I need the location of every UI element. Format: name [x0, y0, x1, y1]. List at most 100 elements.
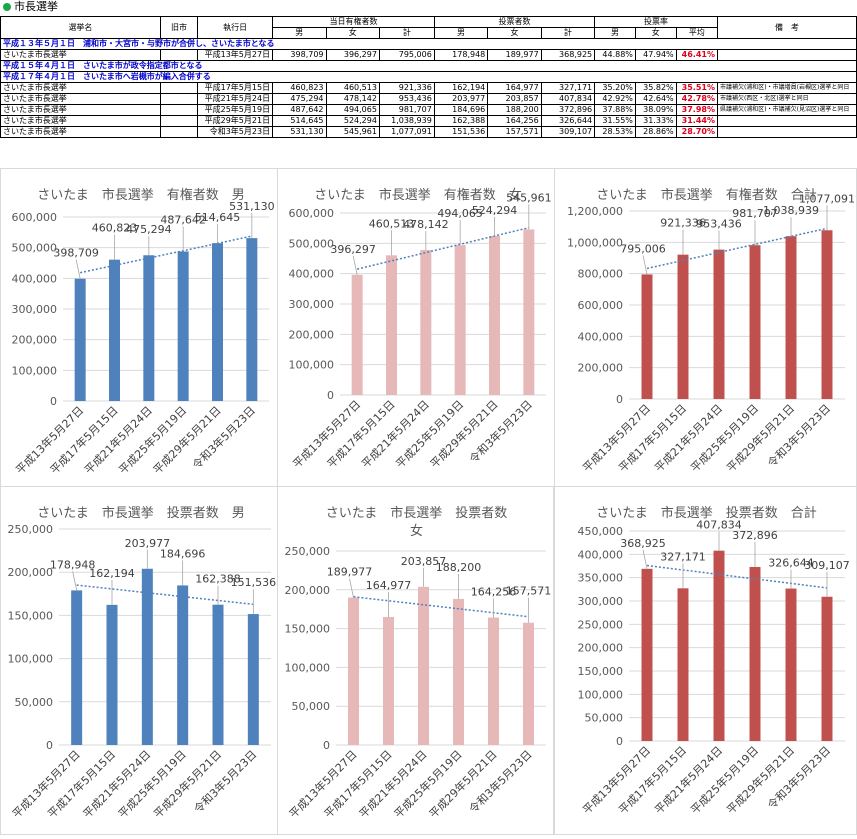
y-tick-label: 250,000: [578, 618, 624, 631]
chart-voters-total: さいたま 市長選挙 有権者数 合計 0 200,000 400,000 600,000 8…: [554, 168, 857, 488]
data-label: 309,107: [804, 559, 850, 572]
table-row: さいたま市長選挙 平成29年5月21日 514,645 524,294 1,038,93…: [0, 115, 857, 127]
chart-turnout-total: さいたま 市長選挙 投票者数 合計 0 50,000 100,000 150,000 20…: [554, 486, 857, 835]
sheet-title-bar: 市長選挙: [0, 0, 857, 14]
x-tick-label: 平成17年5月15日: [616, 743, 690, 817]
y-tick-label: 1,000,000: [567, 236, 623, 249]
table-cell: 市議補欠(浦和区)・市議増員(岩槻区)選挙と同日: [716, 82, 857, 94]
bar: [246, 238, 258, 401]
chart-title: 女: [410, 523, 423, 539]
y-tick-label: 0: [327, 389, 334, 402]
table-cell: 953,436: [378, 93, 435, 105]
chart-title: さいたま 市長選挙 有権者数 男: [37, 187, 245, 203]
x-tick-label: 令和3年5月23日: [466, 397, 535, 466]
chart-svg: さいたま 市長選挙 有権者数 女 0 100,000 200,000 300,000 40…: [289, 187, 552, 471]
trendline: [646, 227, 828, 270]
table-cell: 162,388: [433, 115, 489, 127]
data-label: 795,006: [620, 242, 666, 255]
data-label: 372,896: [732, 529, 778, 542]
x-tick-label: 平成13年5月27日: [580, 743, 654, 817]
table-cell: [716, 126, 857, 138]
table-cell: 37.88%: [594, 104, 636, 116]
subheader-cell: 計: [378, 27, 435, 39]
table-cell: さいたま市長選挙: [0, 93, 161, 105]
bar: [749, 566, 761, 741]
chart-turnout-female: さいたま 市長選挙 投票者数女 0 50,000 100,000 150,000 200,…: [277, 486, 554, 835]
table-cell: さいたま市長選挙: [0, 49, 161, 61]
y-tick-label: 50,000: [585, 712, 624, 725]
bar: [785, 236, 797, 399]
chart-voters-male: さいたま 市長選挙 有権者数 男 0 100,000 200,000 300,000 40…: [0, 168, 280, 488]
chart-title: さいたま 市長選挙 投票者数: [326, 505, 508, 521]
y-tick-label: 200,000: [8, 566, 54, 579]
bar: [71, 590, 83, 745]
x-tick-label: 平成25年5月19日: [688, 401, 762, 475]
y-tick-label: 0: [616, 393, 623, 406]
subheader-cell: 平均: [675, 27, 718, 39]
y-tick-label: 200,000: [578, 642, 624, 655]
table-cell: さいたま市長選挙: [0, 115, 161, 127]
table-cell: さいたま市長選挙: [0, 82, 161, 94]
section-row: 平成１７年４月１日 さいたま市へ岩槻市が編入合併する: [0, 71, 857, 83]
label-leader: [349, 578, 354, 598]
trendline: [80, 235, 252, 274]
election-stats-table: 選挙名 旧市 執行日 当日有権者数 投票者数 投票率 備 考 男 女 計 男 女…: [0, 16, 857, 138]
bar: [141, 568, 153, 745]
y-tick-label: 50,000: [292, 700, 331, 713]
table-cell: 372,896: [540, 104, 596, 116]
y-tick-label: 250,000: [285, 545, 331, 558]
y-tick-label: 100,000: [289, 359, 335, 372]
table-cell: 市議補欠(西区・北区)選挙と同日: [716, 93, 857, 105]
table-cell: 157,571: [487, 126, 542, 138]
data-label: 475,294: [126, 223, 172, 236]
bar: [418, 586, 429, 745]
bar: [212, 604, 224, 745]
y-tick-label: 400,000: [12, 272, 58, 285]
y-tick-label: 400,000: [578, 330, 624, 343]
data-label: 1,038,939: [763, 204, 819, 217]
chart-svg: さいたま 市長選挙 有権者数 男 0 100,000 200,000 300,000 40…: [12, 187, 275, 477]
x-tick-label: 平成21年5月24日: [652, 401, 726, 475]
table-cell: 46.41%: [675, 49, 718, 61]
table-cell: 28.70%: [675, 126, 718, 138]
table-cell: 35.20%: [594, 82, 636, 94]
table-cell: 368,925: [540, 49, 596, 61]
table-cell: 37.98%: [675, 104, 718, 116]
bar: [386, 255, 397, 395]
table-cell: 460,513: [325, 82, 380, 94]
table-cell: 981,707: [378, 104, 435, 116]
table-cell: 545,961: [325, 126, 380, 138]
table-cell: 514,645: [272, 115, 327, 127]
subheader-cell: 男: [272, 27, 327, 39]
table-cell: 42.64%: [634, 93, 677, 105]
data-label: 327,171: [660, 550, 706, 563]
x-tick-label: 平成29年5月21日: [724, 401, 798, 475]
y-tick-label: 450,000: [578, 525, 624, 538]
data-label: 487,642: [160, 213, 206, 226]
table-cell: 1,038,939: [378, 115, 435, 127]
chart-turnout-male: さいたま 市長選挙 投票者数 男 0 50,000 100,000 150,000 200…: [0, 486, 280, 835]
table-cell: 31.44%: [675, 115, 718, 127]
data-label: 164,977: [366, 579, 412, 592]
table-cell: 326,644: [540, 115, 596, 127]
table-cell: 1,077,091: [378, 126, 435, 138]
x-tick-label: 令和3年5月23日: [191, 747, 260, 816]
header-cell: 当日有権者数: [272, 16, 435, 28]
bar: [489, 235, 500, 395]
header-cell: 投票率: [594, 16, 718, 28]
y-tick-label: 50,000: [15, 696, 54, 709]
trendline: [356, 226, 530, 270]
y-tick-label: 1,200,000: [567, 205, 623, 218]
data-label: 162,388: [195, 573, 241, 586]
y-tick-label: 800,000: [578, 268, 624, 281]
table-cell: 県議補欠(浦和区)・市議補欠(見沼区)選挙と同日: [716, 104, 857, 116]
label-leader: [75, 259, 81, 279]
header-cell: 投票者数: [433, 16, 596, 28]
label-leader: [72, 571, 78, 591]
table-cell: 令和3年5月23日: [197, 126, 274, 138]
table-cell: 531,130: [272, 126, 327, 138]
section-text: 平成１７年４月１日 さいたま市へ岩槻市が編入合併する: [0, 71, 857, 83]
x-tick-label: 令和3年5月23日: [765, 743, 834, 812]
data-label: 326,644: [768, 557, 814, 570]
table-cell: [716, 49, 857, 61]
